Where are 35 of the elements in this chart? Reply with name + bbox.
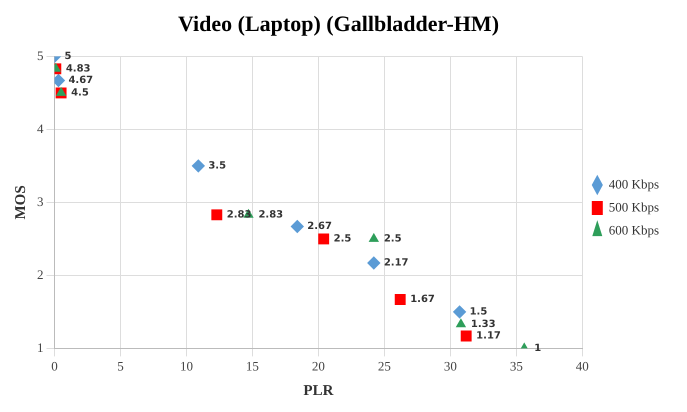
x-tick-label: 5 — [117, 358, 124, 374]
x-tick-label: 25 — [378, 358, 391, 374]
chart-title: Video (Laptop) (Gallbladder-HM) — [178, 10, 500, 36]
y-tick-label: 5 — [37, 48, 44, 63]
data-label: 2.5 — [334, 233, 352, 244]
x-axis-title: PLR — [303, 382, 334, 399]
x-tick-label: 20 — [312, 358, 325, 374]
x-tick-label: 35 — [510, 358, 523, 374]
data-label: 2.67 — [307, 221, 332, 232]
y-tick-label: 1 — [37, 340, 44, 355]
data-label: 1.67 — [410, 294, 435, 306]
y-tick-label: 4 — [37, 120, 44, 136]
x-tick-label: 10 — [180, 358, 193, 374]
data-label: 1 — [534, 342, 542, 354]
x-tick-label: 0 — [51, 358, 58, 374]
x-tick-label: 30 — [444, 358, 457, 374]
y-tick-label: 2 — [37, 266, 44, 282]
legend-label: 400 Kbps — [608, 176, 660, 192]
y-axis-title: MOS — [12, 185, 29, 220]
data-label: 1.5 — [470, 306, 488, 318]
x-tick-label: 15 — [246, 358, 259, 374]
legend-label: 500 Kbps — [608, 199, 660, 214]
data-label: 3.5 — [208, 160, 226, 172]
data-label: 2.5 — [384, 233, 402, 244]
data-label: 2.83 — [258, 209, 284, 220]
x-tick-label: 40 — [576, 358, 589, 374]
data-label: 1.33 — [470, 318, 496, 330]
data-label: 4.83 — [66, 63, 91, 74]
data-label: 2.17 — [384, 258, 409, 269]
data-label: 4.67 — [68, 75, 94, 86]
data-label: 1.17 — [476, 330, 501, 342]
data-label: 5 — [64, 50, 72, 62]
y-tick-label: 3 — [37, 194, 44, 209]
legend-label: 600 Kbps — [608, 222, 660, 238]
data-label: 4.5 — [71, 87, 89, 98]
